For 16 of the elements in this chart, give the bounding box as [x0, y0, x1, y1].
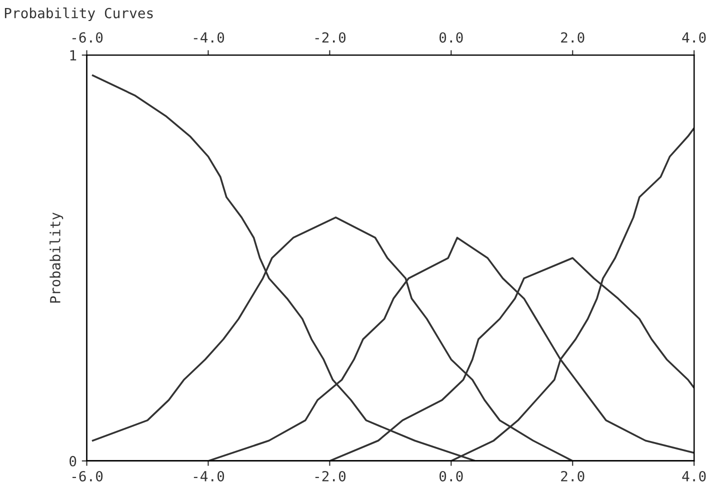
- y-tick-label: 1: [70, 50, 76, 60]
- chart-title: Probability Curves: [4, 8, 153, 22]
- x2-tick-label: 2.0: [561, 32, 584, 43]
- y-tick-label: 0: [70, 456, 76, 466]
- x-tick-label: -6.0: [72, 470, 103, 482]
- x-tick-label: -2.0: [315, 470, 346, 482]
- y-axis-title: Probability: [50, 212, 64, 303]
- x2-tick-label: 0.0: [440, 32, 463, 43]
- x2-tick-label: -4.0: [194, 32, 224, 43]
- x-tick-label: -4.0: [194, 470, 224, 482]
- x-tick-label: 4.0: [682, 470, 706, 482]
- x2-tick-label: 4.0: [682, 32, 706, 43]
- x-tick-label: 2.0: [561, 470, 584, 482]
- x2-tick-label: -6.0: [72, 32, 103, 43]
- x-tick-label: 0.0: [440, 470, 463, 482]
- x2-tick-label: -2.0: [315, 32, 346, 43]
